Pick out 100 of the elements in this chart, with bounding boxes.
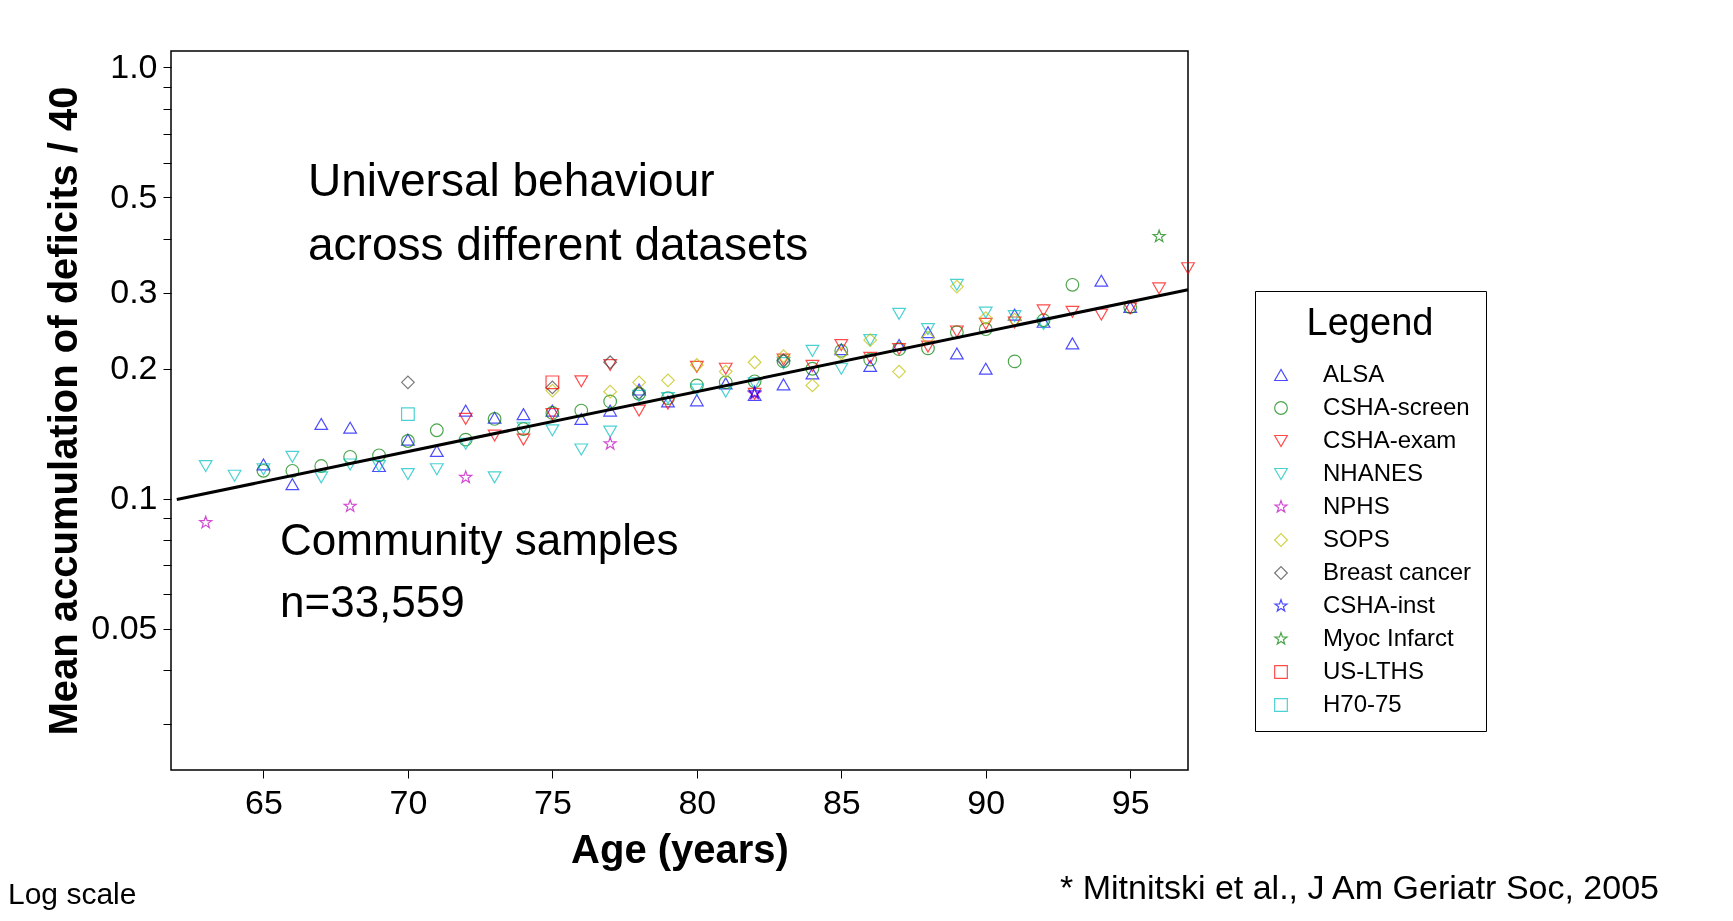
point: [487, 471, 502, 484]
point: [1065, 277, 1080, 292]
y-tick-label: 1.0: [110, 46, 158, 85]
y-tick-label: 0.2: [110, 348, 158, 387]
legend-title: Legend: [1306, 301, 1434, 343]
y-tick-label: 0.05: [91, 608, 158, 647]
point: [285, 478, 300, 491]
x-tick-label: 85: [822, 782, 861, 821]
point: [343, 449, 358, 464]
legend-label: US-LTHS: [1323, 657, 1424, 684]
point: [892, 338, 906, 352]
point: [978, 322, 993, 337]
point: [805, 378, 820, 393]
text: Log scale: [8, 877, 137, 910]
point: [834, 338, 849, 352]
legend-label: CSHA-exam: [1323, 426, 1457, 453]
point: [603, 436, 617, 450]
legend-label: CSHA-screen: [1323, 393, 1470, 420]
point: [574, 443, 589, 456]
point: [603, 384, 618, 399]
point: [343, 458, 358, 471]
point: [574, 375, 589, 388]
point: [458, 404, 473, 417]
point: [689, 394, 704, 407]
x-tick-label: 75: [533, 782, 572, 821]
point: [978, 362, 993, 375]
x-tick-label: 65: [245, 782, 283, 821]
point: [1094, 308, 1109, 321]
point: [429, 423, 444, 438]
point: [487, 429, 502, 442]
point: [632, 375, 646, 390]
point: [892, 364, 906, 379]
point: [256, 458, 271, 471]
point: [458, 412, 473, 426]
point: [343, 421, 358, 434]
point: [632, 404, 646, 417]
point: [921, 330, 935, 345]
point: [776, 349, 791, 363]
y-tick-label: 0.1: [110, 478, 158, 517]
annotation: Universal behaviour across different datasets: [308, 154, 809, 271]
point: [199, 515, 213, 529]
point: [776, 378, 791, 391]
point: [863, 359, 878, 373]
point: [574, 412, 589, 426]
point: [400, 468, 415, 481]
point: [603, 394, 618, 409]
point: [1181, 262, 1195, 275]
point: [343, 499, 357, 512]
point: [400, 375, 415, 390]
point: [978, 311, 993, 326]
point: [747, 355, 762, 370]
point: [372, 448, 386, 463]
y-tick-label: 0.3: [110, 272, 158, 311]
x-tick-label: 80: [678, 782, 717, 821]
point: [1036, 304, 1051, 317]
point: [458, 432, 473, 447]
point: [805, 344, 820, 357]
point: [1152, 282, 1167, 295]
point: [805, 367, 820, 380]
point: [1065, 305, 1080, 318]
point: [892, 307, 906, 320]
x-tick-label: 90: [967, 782, 1006, 821]
legend-label: H70-75: [1323, 690, 1402, 717]
legend-label: CSHA-inst: [1323, 591, 1436, 618]
point: [978, 317, 993, 331]
point: [545, 424, 560, 437]
point: [459, 470, 473, 484]
x-axis-title: Age (years): [571, 826, 789, 871]
point: [603, 404, 618, 417]
point: [285, 463, 300, 478]
y-tick-label: 0.5: [110, 176, 158, 215]
legend-label: NPHS: [1323, 492, 1390, 519]
point: [603, 425, 618, 438]
point: [314, 417, 329, 430]
point: [1065, 337, 1080, 350]
point: [661, 373, 675, 388]
legend-label: NHANES: [1323, 459, 1424, 486]
y-axis-title: Mean accumulation of deficits / 40: [41, 86, 86, 736]
x-tick-label: 95: [1111, 782, 1150, 821]
point: [718, 362, 733, 375]
point: [198, 459, 213, 473]
text: * Mitnitski et al., J Am Geriatr Soc, 2005: [1060, 868, 1660, 906]
point: [516, 433, 531, 446]
x-tick-label: 70: [389, 782, 428, 821]
legend-label: Myoc Infarct: [1323, 624, 1455, 651]
point: [227, 469, 242, 482]
point: [1007, 312, 1022, 327]
point: [400, 407, 415, 422]
point: [1007, 354, 1022, 369]
legend-label: Breast cancer: [1323, 558, 1472, 585]
point: [458, 437, 473, 450]
point: [429, 463, 444, 476]
point: [574, 403, 589, 418]
point: [949, 347, 964, 360]
point: [689, 383, 704, 396]
point: [516, 408, 531, 421]
point: [545, 375, 560, 390]
point: [834, 362, 849, 375]
legend-label: ALSA: [1323, 360, 1385, 387]
point: [978, 306, 993, 319]
